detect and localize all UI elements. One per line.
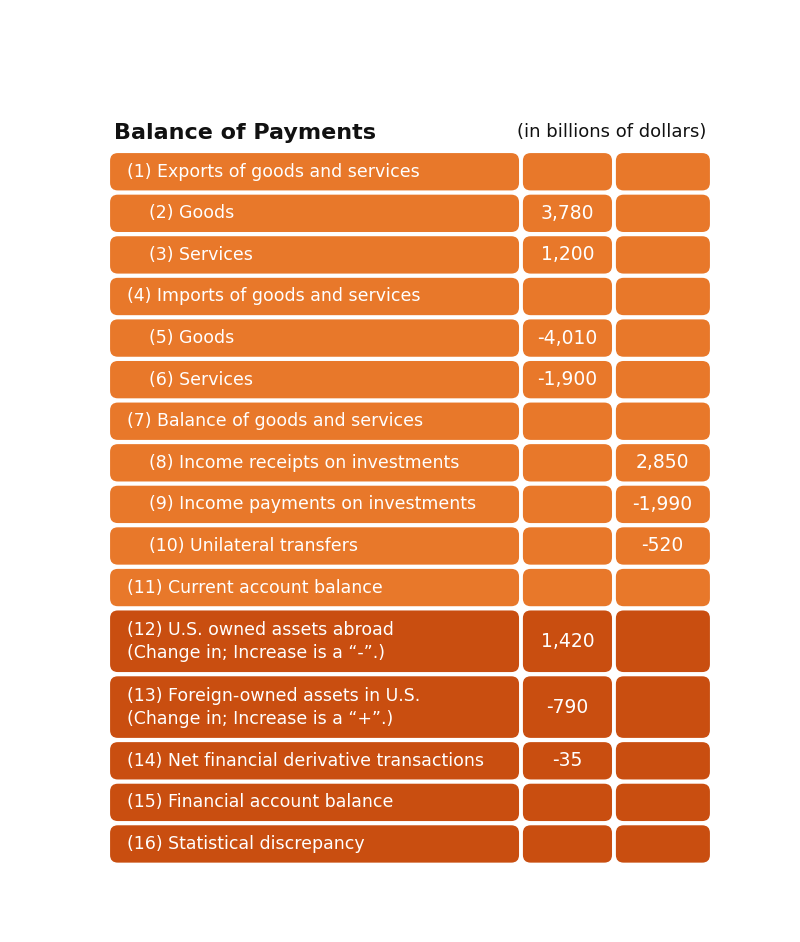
FancyBboxPatch shape bbox=[523, 195, 612, 232]
Text: (3) Services: (3) Services bbox=[127, 246, 253, 264]
FancyBboxPatch shape bbox=[523, 569, 612, 607]
FancyBboxPatch shape bbox=[616, 236, 710, 273]
Text: -35: -35 bbox=[552, 752, 582, 771]
Text: (6) Services: (6) Services bbox=[127, 370, 253, 389]
FancyBboxPatch shape bbox=[616, 742, 710, 779]
Text: 2,850: 2,850 bbox=[635, 453, 689, 472]
FancyBboxPatch shape bbox=[523, 784, 612, 821]
FancyBboxPatch shape bbox=[110, 742, 519, 779]
Text: (1) Exports of goods and services: (1) Exports of goods and services bbox=[127, 163, 420, 181]
Text: -1,990: -1,990 bbox=[632, 495, 692, 514]
Text: -790: -790 bbox=[546, 698, 589, 717]
FancyBboxPatch shape bbox=[523, 444, 612, 481]
Text: Balance of Payments: Balance of Payments bbox=[114, 123, 376, 143]
FancyBboxPatch shape bbox=[616, 569, 710, 607]
FancyBboxPatch shape bbox=[110, 825, 519, 863]
FancyBboxPatch shape bbox=[523, 486, 612, 523]
Text: (7) Balance of goods and services: (7) Balance of goods and services bbox=[127, 413, 423, 430]
FancyBboxPatch shape bbox=[110, 569, 519, 607]
FancyBboxPatch shape bbox=[110, 195, 519, 232]
Text: (11) Current account balance: (11) Current account balance bbox=[127, 578, 383, 596]
FancyBboxPatch shape bbox=[616, 528, 710, 564]
FancyBboxPatch shape bbox=[110, 154, 519, 190]
FancyBboxPatch shape bbox=[110, 486, 519, 523]
FancyBboxPatch shape bbox=[616, 319, 710, 357]
Text: (2) Goods: (2) Goods bbox=[127, 204, 234, 222]
Text: (4) Imports of goods and services: (4) Imports of goods and services bbox=[127, 287, 421, 305]
FancyBboxPatch shape bbox=[616, 195, 710, 232]
Text: (16) Statistical discrepancy: (16) Statistical discrepancy bbox=[127, 835, 365, 853]
FancyBboxPatch shape bbox=[110, 278, 519, 316]
FancyBboxPatch shape bbox=[616, 825, 710, 863]
FancyBboxPatch shape bbox=[523, 676, 612, 738]
FancyBboxPatch shape bbox=[616, 402, 710, 440]
FancyBboxPatch shape bbox=[523, 742, 612, 779]
FancyBboxPatch shape bbox=[110, 528, 519, 564]
FancyBboxPatch shape bbox=[523, 154, 612, 190]
FancyBboxPatch shape bbox=[616, 444, 710, 481]
Text: 3,780: 3,780 bbox=[541, 203, 594, 223]
FancyBboxPatch shape bbox=[523, 278, 612, 316]
Text: (14) Net financial derivative transactions: (14) Net financial derivative transactio… bbox=[127, 752, 484, 770]
Text: (12) U.S. owned assets abroad
(Change in; Increase is a “-”.): (12) U.S. owned assets abroad (Change in… bbox=[127, 621, 394, 661]
Text: (10) Unilateral transfers: (10) Unilateral transfers bbox=[127, 537, 358, 555]
FancyBboxPatch shape bbox=[616, 610, 710, 672]
FancyBboxPatch shape bbox=[110, 361, 519, 398]
Text: 1,200: 1,200 bbox=[541, 246, 594, 265]
FancyBboxPatch shape bbox=[616, 486, 710, 523]
Text: (15) Financial account balance: (15) Financial account balance bbox=[127, 793, 394, 811]
FancyBboxPatch shape bbox=[616, 676, 710, 738]
FancyBboxPatch shape bbox=[523, 361, 612, 398]
FancyBboxPatch shape bbox=[110, 236, 519, 273]
Text: (8) Income receipts on investments: (8) Income receipts on investments bbox=[127, 454, 459, 472]
FancyBboxPatch shape bbox=[523, 825, 612, 863]
FancyBboxPatch shape bbox=[616, 278, 710, 316]
FancyBboxPatch shape bbox=[616, 154, 710, 190]
Text: (9) Income payments on investments: (9) Income payments on investments bbox=[127, 495, 476, 513]
Text: (in billions of dollars): (in billions of dollars) bbox=[517, 123, 706, 141]
FancyBboxPatch shape bbox=[523, 236, 612, 273]
FancyBboxPatch shape bbox=[110, 784, 519, 821]
FancyBboxPatch shape bbox=[616, 361, 710, 398]
Text: -4,010: -4,010 bbox=[538, 329, 598, 348]
FancyBboxPatch shape bbox=[523, 402, 612, 440]
FancyBboxPatch shape bbox=[110, 676, 519, 738]
FancyBboxPatch shape bbox=[523, 319, 612, 357]
FancyBboxPatch shape bbox=[110, 319, 519, 357]
FancyBboxPatch shape bbox=[523, 528, 612, 564]
Text: (5) Goods: (5) Goods bbox=[127, 329, 234, 347]
FancyBboxPatch shape bbox=[523, 610, 612, 672]
FancyBboxPatch shape bbox=[110, 610, 519, 672]
FancyBboxPatch shape bbox=[110, 444, 519, 481]
FancyBboxPatch shape bbox=[110, 402, 519, 440]
Text: (13) Foreign-owned assets in U.S.
(Change in; Increase is a “+”.): (13) Foreign-owned assets in U.S. (Chang… bbox=[127, 687, 420, 727]
Text: -1,900: -1,900 bbox=[538, 370, 598, 389]
Text: 1,420: 1,420 bbox=[541, 632, 594, 651]
Text: -520: -520 bbox=[641, 537, 683, 556]
FancyBboxPatch shape bbox=[616, 784, 710, 821]
